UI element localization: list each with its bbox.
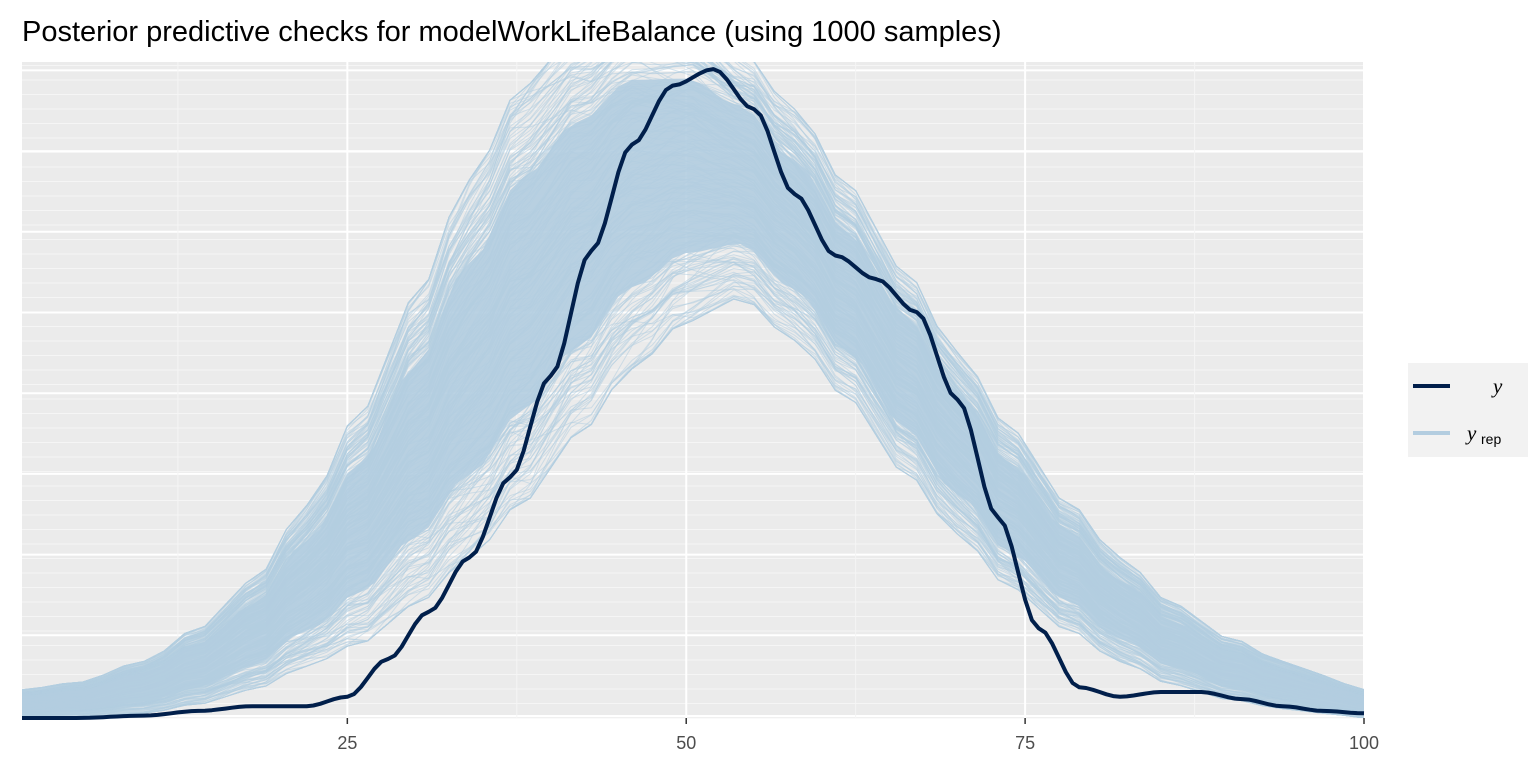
x-tick-label: 25 bbox=[337, 733, 357, 753]
x-tick-label: 100 bbox=[1349, 733, 1379, 753]
yrep-draw-line bbox=[22, 62, 1364, 694]
yrep-draw-line bbox=[22, 62, 1364, 697]
yrep-draw-line bbox=[22, 62, 1364, 696]
x-tick-label: 50 bbox=[676, 733, 696, 753]
legend-label-yrep: y bbox=[1465, 421, 1477, 445]
yrep-draw-line bbox=[22, 261, 1364, 714]
legend: yy rep bbox=[1408, 363, 1528, 457]
yrep-draw-line bbox=[22, 63, 1364, 696]
yrep-draw-line bbox=[22, 273, 1364, 716]
plot-panel bbox=[22, 62, 1365, 720]
yrep-draw-line bbox=[22, 62, 1364, 698]
legend-label-y: y bbox=[1491, 374, 1503, 398]
yrep-draws bbox=[22, 62, 1364, 718]
legend-label-yrep-subscript: rep bbox=[1481, 431, 1501, 447]
y-observed-line bbox=[22, 67, 1365, 720]
yrep-draw-line bbox=[22, 298, 1364, 718]
yrep-dense-band bbox=[22, 78, 1364, 712]
x-tick-label: 75 bbox=[1015, 733, 1035, 753]
yrep-draw-line bbox=[22, 62, 1364, 694]
yrep-draw-line bbox=[22, 228, 1364, 718]
yrep-draw-line bbox=[22, 62, 1364, 695]
yrep-draw-line bbox=[22, 62, 1364, 691]
yrep-draw-line bbox=[22, 247, 1364, 717]
chart-title: Posterior predictive checks for modelWor… bbox=[22, 16, 1001, 48]
x-axis: 25 50 75 100 bbox=[337, 718, 1379, 753]
yrep-draw-line bbox=[22, 62, 1364, 697]
legend-background bbox=[1408, 363, 1528, 457]
yrep-draw-line bbox=[22, 62, 1364, 697]
